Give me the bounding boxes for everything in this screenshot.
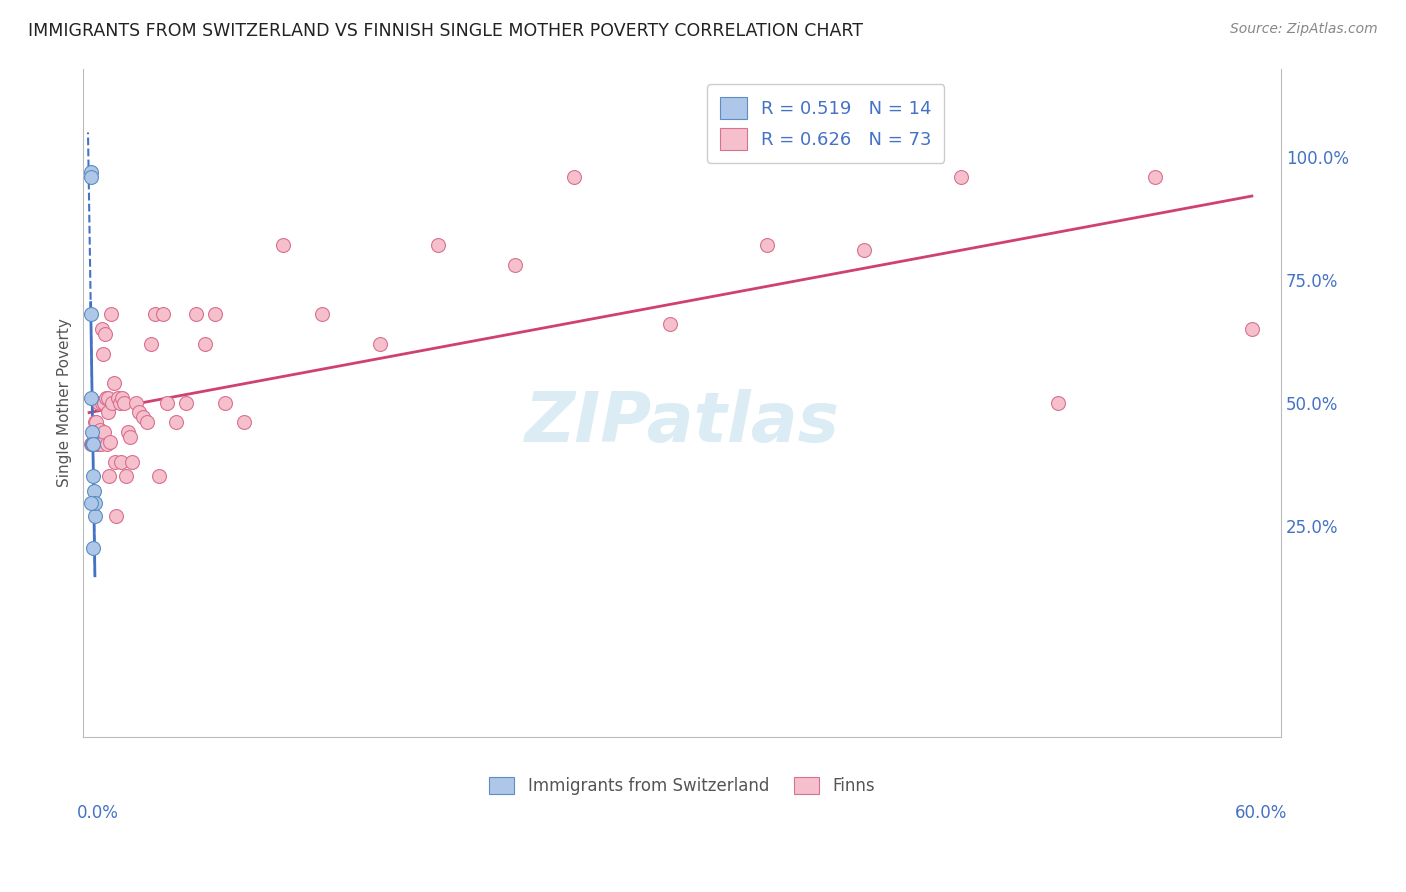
Point xyxy=(128,405,150,419)
Point xyxy=(83,425,105,439)
Point xyxy=(80,437,103,451)
Point xyxy=(139,336,162,351)
Point xyxy=(184,307,207,321)
Point xyxy=(562,169,585,184)
Point xyxy=(80,307,103,321)
Point xyxy=(659,317,682,331)
Point xyxy=(89,423,111,437)
Point xyxy=(93,326,115,341)
Point xyxy=(756,238,779,252)
Point xyxy=(111,391,134,405)
Text: 0.0%: 0.0% xyxy=(77,804,120,822)
Point xyxy=(80,496,103,510)
Point xyxy=(148,469,170,483)
Point xyxy=(132,410,155,425)
Point xyxy=(1240,322,1263,336)
Point xyxy=(87,437,110,451)
Point xyxy=(84,415,107,429)
Point xyxy=(90,437,112,451)
Point xyxy=(97,405,120,419)
Point xyxy=(93,395,115,409)
Text: ZIPatlas: ZIPatlas xyxy=(524,389,839,456)
Point xyxy=(426,238,449,252)
Legend: Immigrants from Switzerland, Finns: Immigrants from Switzerland, Finns xyxy=(482,771,882,802)
Point xyxy=(86,425,108,439)
Point xyxy=(156,395,179,409)
Point xyxy=(174,395,197,409)
Point xyxy=(83,437,105,451)
Point xyxy=(80,437,103,451)
Point xyxy=(115,469,138,483)
Point xyxy=(194,336,217,351)
Point xyxy=(112,395,135,409)
Point xyxy=(118,430,141,444)
Point xyxy=(233,415,256,429)
Point xyxy=(214,395,236,409)
Point xyxy=(80,391,103,405)
Point xyxy=(98,469,121,483)
Point xyxy=(82,437,104,451)
Point xyxy=(80,437,103,451)
Point xyxy=(83,508,105,523)
Point xyxy=(82,437,104,451)
Point xyxy=(93,425,115,439)
Point xyxy=(79,164,101,178)
Y-axis label: Single Mother Poverty: Single Mother Poverty xyxy=(58,318,72,487)
Point xyxy=(82,437,104,451)
Point xyxy=(84,415,107,429)
Point xyxy=(124,395,146,409)
Point xyxy=(117,425,139,439)
Point xyxy=(89,395,111,409)
Point xyxy=(311,307,333,321)
Point xyxy=(950,169,973,184)
Point xyxy=(105,508,128,523)
Text: IMMIGRANTS FROM SWITZERLAND VS FINNISH SINGLE MOTHER POVERTY CORRELATION CHART: IMMIGRANTS FROM SWITZERLAND VS FINNISH S… xyxy=(28,22,863,40)
Point xyxy=(853,244,876,258)
Point xyxy=(165,415,187,429)
Point xyxy=(90,395,112,409)
Point xyxy=(80,425,103,439)
Point xyxy=(96,437,118,451)
Point xyxy=(86,437,108,451)
Point xyxy=(82,541,104,555)
Point xyxy=(91,322,114,336)
Point xyxy=(136,415,159,429)
Point xyxy=(368,336,391,351)
Point xyxy=(82,437,104,451)
Point xyxy=(103,376,125,390)
Point xyxy=(1143,169,1166,184)
Point xyxy=(87,395,110,409)
Point xyxy=(82,437,104,451)
Point xyxy=(79,169,101,184)
Point xyxy=(152,307,174,321)
Text: Source: ZipAtlas.com: Source: ZipAtlas.com xyxy=(1230,22,1378,37)
Point xyxy=(110,455,132,469)
Point xyxy=(91,346,114,360)
Point xyxy=(96,391,118,405)
Point xyxy=(121,455,143,469)
Point xyxy=(87,425,110,439)
Point xyxy=(84,437,107,451)
Point xyxy=(1047,395,1070,409)
Point xyxy=(101,395,124,409)
Point xyxy=(100,307,122,321)
Point xyxy=(104,455,127,469)
Point xyxy=(100,434,122,449)
Point xyxy=(204,307,226,321)
Point xyxy=(82,469,104,483)
Point xyxy=(505,258,527,272)
Point xyxy=(83,484,105,499)
Point xyxy=(94,391,117,405)
Point xyxy=(108,395,131,409)
Point xyxy=(271,238,294,252)
Point xyxy=(143,307,166,321)
Point xyxy=(107,391,129,405)
Point xyxy=(84,496,107,510)
Text: 60.0%: 60.0% xyxy=(1234,804,1286,822)
